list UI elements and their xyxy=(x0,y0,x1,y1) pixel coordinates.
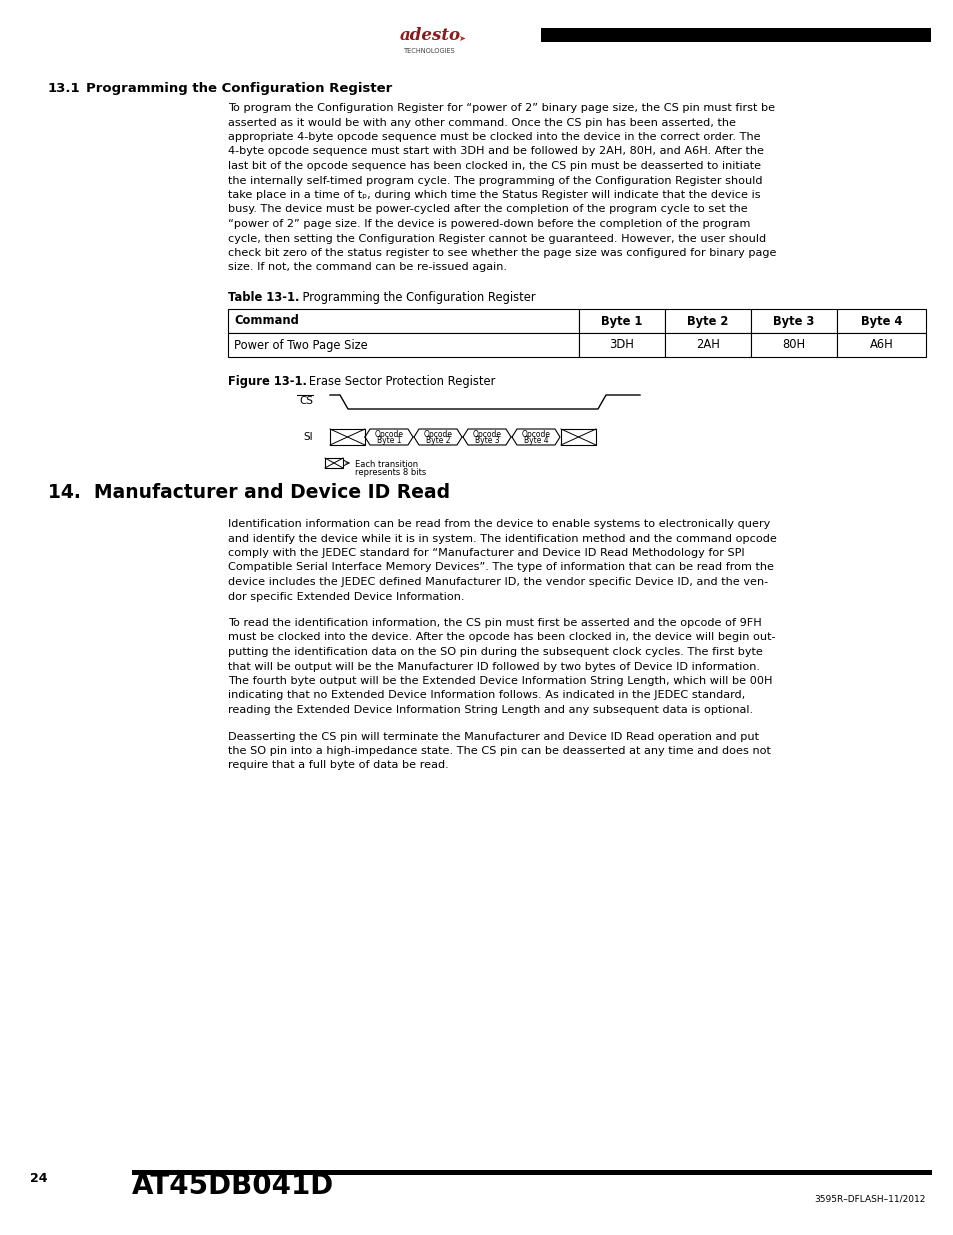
Text: comply with the JEDEC standard for “Manufacturer and Device ID Read Methodology : comply with the JEDEC standard for “Manu… xyxy=(228,548,744,558)
Text: Deasserting the CS pin will terminate the Manufacturer and Device ID Read operat: Deasserting the CS pin will terminate th… xyxy=(228,731,759,741)
Text: that will be output will be the Manufacturer ID followed by two bytes of Device : that will be output will be the Manufact… xyxy=(228,662,760,672)
Text: Power of Two Page Size: Power of Two Page Size xyxy=(233,338,367,352)
Text: Byte 1: Byte 1 xyxy=(376,436,401,445)
Text: must be clocked into the device. After the opcode has been clocked in, the devic: must be clocked into the device. After t… xyxy=(228,632,775,642)
Text: 4-byte opcode sequence must start with 3DH and be followed by 2AH, 80H, and A6H.: 4-byte opcode sequence must start with 3… xyxy=(228,147,763,157)
Text: To read the identification information, the CS pin must first be asserted and th: To read the identification information, … xyxy=(228,618,760,629)
Text: Opcode: Opcode xyxy=(423,430,452,438)
Text: 3DH: 3DH xyxy=(609,338,634,352)
Text: 80H: 80H xyxy=(781,338,804,352)
Text: Identification information can be read from the device to enable systems to elec: Identification information can be read f… xyxy=(228,519,769,529)
Text: asserted as it would be with any other command. Once the CS pin has been asserte: asserted as it would be with any other c… xyxy=(228,117,735,127)
Text: Byte 3: Byte 3 xyxy=(773,315,814,327)
Bar xyxy=(664,309,750,333)
Text: putting the identification data on the SO pin during the subsequent clock cycles: putting the identification data on the S… xyxy=(228,647,762,657)
Text: ➤: ➤ xyxy=(457,33,464,42)
Text: Programming the Configuration Register: Programming the Configuration Register xyxy=(86,82,392,95)
Text: Erase Sector Protection Register: Erase Sector Protection Register xyxy=(297,375,495,388)
Text: the SO pin into a high-impedance state. The CS pin can be deasserted at any time: the SO pin into a high-impedance state. … xyxy=(228,746,770,756)
Text: check bit zero of the status register to see whether the page size was configure: check bit zero of the status register to… xyxy=(228,248,776,258)
Text: Command: Command xyxy=(233,315,298,327)
Bar xyxy=(750,333,836,357)
Text: Compatible Serial Interface Memory Devices”. The type of information that can be: Compatible Serial Interface Memory Devic… xyxy=(228,562,773,573)
Text: “power of 2” page size. If the device is powered-down before the completion of t: “power of 2” page size. If the device is… xyxy=(228,219,750,228)
Bar xyxy=(750,309,836,333)
Text: Opcode: Opcode xyxy=(521,430,550,438)
Text: and identify the device while it is in system. The identification method and the: and identify the device while it is in s… xyxy=(228,534,776,543)
Text: CS: CS xyxy=(298,396,313,406)
Bar xyxy=(132,1170,931,1174)
Text: AT45DB041D: AT45DB041D xyxy=(132,1172,334,1200)
Text: Byte 3: Byte 3 xyxy=(475,436,498,445)
Text: Figure 13-1.: Figure 13-1. xyxy=(228,375,307,388)
Text: adesto: adesto xyxy=(399,27,460,44)
Text: To program the Configuration Register for “power of 2” binary page size, the CS : To program the Configuration Register fo… xyxy=(228,103,774,112)
Bar xyxy=(540,28,930,42)
Bar xyxy=(836,309,925,333)
Text: Byte 2: Byte 2 xyxy=(425,436,450,445)
Text: A6H: A6H xyxy=(869,338,892,352)
Text: 14.  Manufacturer and Device ID Read: 14. Manufacturer and Device ID Read xyxy=(48,483,450,501)
Text: indicating that no Extended Device Information follows. As indicated in the JEDE: indicating that no Extended Device Infor… xyxy=(228,690,744,700)
Text: Programming the Configuration Register: Programming the Configuration Register xyxy=(288,291,535,304)
Text: Byte 2: Byte 2 xyxy=(686,315,728,327)
Text: device includes the JEDEC defined Manufacturer ID, the vendor specific Device ID: device includes the JEDEC defined Manufa… xyxy=(228,577,767,587)
Text: reading the Extended Device Information String Length and any subsequent data is: reading the Extended Device Information … xyxy=(228,705,752,715)
Text: represents 8 bits: represents 8 bits xyxy=(355,468,426,477)
Bar xyxy=(325,458,343,468)
Text: busy. The device must be power-cycled after the completion of the program cycle : busy. The device must be power-cycled af… xyxy=(228,205,747,215)
Bar xyxy=(664,333,750,357)
Text: Byte 4: Byte 4 xyxy=(860,315,902,327)
Text: size. If not, the command can be re-issued again.: size. If not, the command can be re-issu… xyxy=(228,263,506,273)
Text: 24: 24 xyxy=(30,1172,48,1186)
Text: Opcode: Opcode xyxy=(375,430,403,438)
Text: take place in a time of tₚ, during which time the Status Register will indicate : take place in a time of tₚ, during which… xyxy=(228,190,760,200)
Text: Byte 4: Byte 4 xyxy=(523,436,548,445)
Text: Opcode: Opcode xyxy=(472,430,501,438)
Text: the internally self-timed program cycle. The programming of the Configuration Re: the internally self-timed program cycle.… xyxy=(228,175,761,185)
Bar xyxy=(578,333,664,357)
Text: last bit of the opcode sequence has been clocked in, the CS pin must be deassert: last bit of the opcode sequence has been… xyxy=(228,161,760,170)
Text: Table 13-1.: Table 13-1. xyxy=(228,291,299,304)
Text: Each transition: Each transition xyxy=(355,459,417,469)
Text: 13.1: 13.1 xyxy=(48,82,81,95)
Bar xyxy=(560,429,596,445)
Text: require that a full byte of data be read.: require that a full byte of data be read… xyxy=(228,761,448,771)
Text: appropriate 4-byte opcode sequence must be clocked into the device in the correc: appropriate 4-byte opcode sequence must … xyxy=(228,132,760,142)
Bar xyxy=(228,309,578,333)
Bar xyxy=(578,309,664,333)
Bar xyxy=(228,333,578,357)
Text: cycle, then setting the Configuration Register cannot be guaranteed. However, th: cycle, then setting the Configuration Re… xyxy=(228,233,765,243)
Text: SI: SI xyxy=(303,432,313,442)
Bar xyxy=(330,429,365,445)
Text: Byte 1: Byte 1 xyxy=(600,315,642,327)
Text: TECHNOLOGIES: TECHNOLOGIES xyxy=(404,48,456,54)
Text: The fourth byte output will be the Extended Device Information String Length, wh: The fourth byte output will be the Exten… xyxy=(228,676,772,685)
Text: 2AH: 2AH xyxy=(696,338,720,352)
Text: dor specific Extended Device Information.: dor specific Extended Device Information… xyxy=(228,592,464,601)
Text: 3595R–DFLASH–11/2012: 3595R–DFLASH–11/2012 xyxy=(814,1195,925,1204)
Bar xyxy=(836,333,925,357)
